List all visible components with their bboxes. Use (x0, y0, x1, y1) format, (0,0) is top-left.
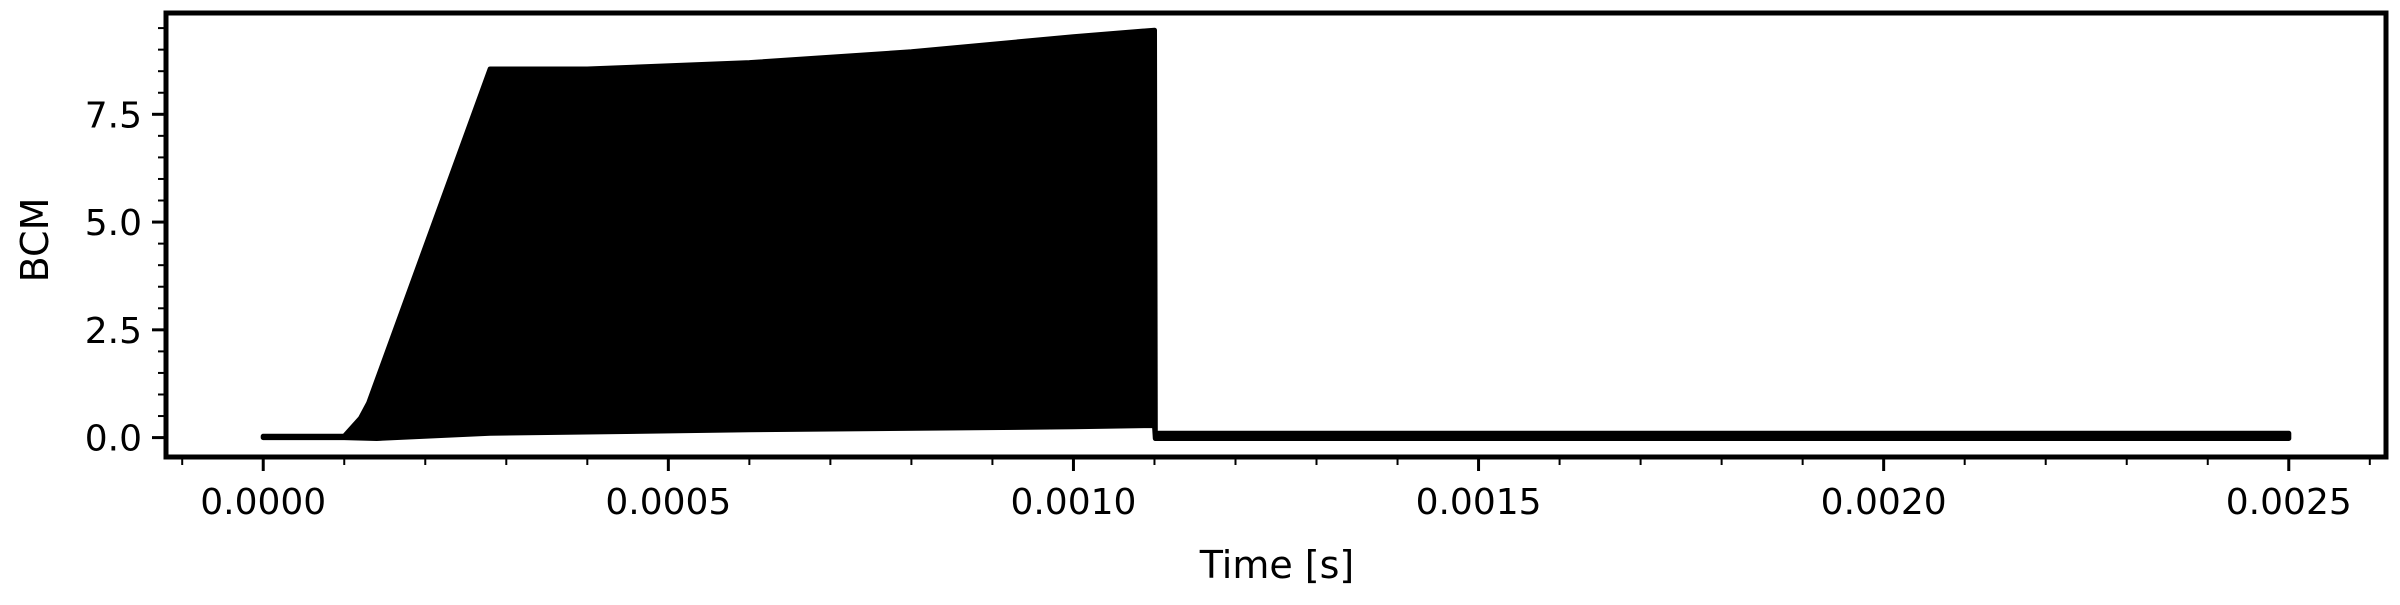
series-layer (260, 27, 2292, 441)
x-tick-label: 0.0025 (2226, 482, 2352, 523)
x-tick-label: 0.0000 (200, 482, 326, 523)
y-tick-label: 2.5 (85, 311, 142, 352)
x-tick-label: 0.0010 (1010, 482, 1136, 523)
x-tick-label: 0.0015 (1416, 482, 1542, 523)
x-axis-label: Time [s] (1199, 543, 1355, 587)
y-tick-label: 0.0 (85, 419, 142, 460)
y-axis-label: BCM (13, 198, 57, 283)
y-tick-label: 7.5 (85, 95, 142, 136)
x-tick-label: 0.0020 (1821, 482, 1947, 523)
series-0-signal-band (260, 27, 2292, 441)
plot-frame (163, 10, 2389, 460)
axes-layer: 0.0000 0.0005 0.0010 0.0015 0.0020 0.0025 0.0 2… (85, 10, 2389, 523)
y-tick-label: 5.0 (85, 203, 142, 244)
x-tick-label: 0.0005 (605, 482, 731, 523)
